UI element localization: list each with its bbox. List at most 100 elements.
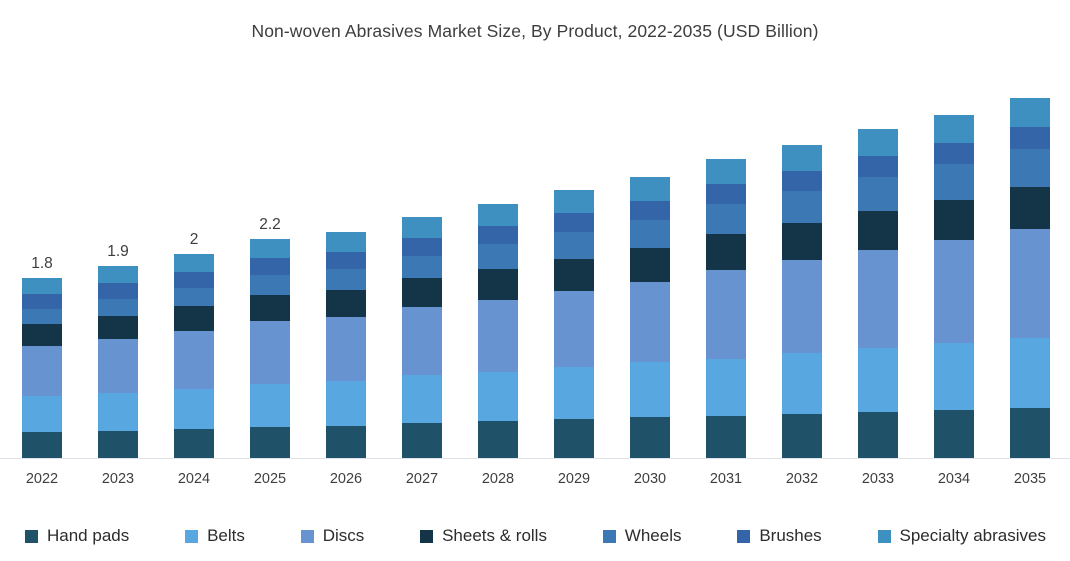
- bar-segment-2035-hand-pads[interactable]: [1010, 408, 1050, 458]
- bar-segment-2027-brushes[interactable]: [402, 238, 442, 256]
- bar-segment-2028-belts[interactable]: [478, 372, 518, 421]
- bar-segment-2028-wheels[interactable]: [478, 244, 518, 269]
- bar-segment-2031-brushes[interactable]: [706, 184, 746, 204]
- bar-segment-2024-wheels[interactable]: [174, 288, 214, 306]
- bar-segment-2023-specialty-abrasives[interactable]: [98, 266, 138, 283]
- bar-segment-2034-hand-pads[interactable]: [934, 410, 974, 458]
- bar-segment-2022-sheets-rolls[interactable]: [22, 324, 62, 346]
- bar-segment-2034-belts[interactable]: [934, 343, 974, 410]
- bar-segment-2025-belts[interactable]: [250, 384, 290, 427]
- bar-segment-2026-hand-pads[interactable]: [326, 426, 366, 458]
- bar-segment-2029-wheels[interactable]: [554, 232, 594, 259]
- legend-item-hand-pads[interactable]: Hand pads: [25, 526, 129, 546]
- legend-item-discs[interactable]: Discs: [300, 526, 364, 546]
- bar-segment-2035-specialty-abrasives[interactable]: [1010, 98, 1050, 127]
- bar-segment-2026-sheets-rolls[interactable]: [326, 290, 366, 317]
- bar-2024[interactable]: 2: [174, 231, 214, 458]
- bar-segment-2032-sheets-rolls[interactable]: [782, 223, 822, 260]
- bar-segment-2029-brushes[interactable]: [554, 213, 594, 232]
- bar-segment-2027-wheels[interactable]: [402, 256, 442, 278]
- bar-segment-2023-belts[interactable]: [98, 393, 138, 431]
- bar-segment-2031-specialty-abrasives[interactable]: [706, 159, 746, 184]
- bar-segment-2031-sheets-rolls[interactable]: [706, 234, 746, 270]
- bar-2035[interactable]: [1010, 98, 1050, 458]
- bar-segment-2022-belts[interactable]: [22, 396, 62, 432]
- bar-segment-2028-discs[interactable]: [478, 300, 518, 372]
- bar-segment-2034-discs[interactable]: [934, 240, 974, 343]
- bar-segment-2031-belts[interactable]: [706, 359, 746, 416]
- bar-2034[interactable]: [934, 115, 974, 458]
- bar-segment-2034-sheets-rolls[interactable]: [934, 200, 974, 240]
- bar-segment-2025-wheels[interactable]: [250, 275, 290, 295]
- bar-segment-2032-wheels[interactable]: [782, 191, 822, 223]
- bar-segment-2026-specialty-abrasives[interactable]: [326, 232, 366, 252]
- bar-segment-2029-sheets-rolls[interactable]: [554, 259, 594, 291]
- bar-2025[interactable]: 2.2: [250, 216, 290, 458]
- bar-segment-2030-wheels[interactable]: [630, 220, 670, 248]
- bar-2026[interactable]: [326, 232, 366, 458]
- bar-segment-2022-brushes[interactable]: [22, 294, 62, 309]
- bar-segment-2035-sheets-rolls[interactable]: [1010, 187, 1050, 229]
- bar-segment-2030-specialty-abrasives[interactable]: [630, 177, 670, 201]
- bar-segment-2035-wheels[interactable]: [1010, 149, 1050, 187]
- bar-segment-2026-belts[interactable]: [326, 381, 366, 426]
- bar-segment-2023-hand-pads[interactable]: [98, 431, 138, 458]
- bar-segment-2025-discs[interactable]: [250, 321, 290, 384]
- bar-2023[interactable]: 1.9: [98, 243, 138, 458]
- bar-segment-2023-brushes[interactable]: [98, 283, 138, 299]
- bar-segment-2029-discs[interactable]: [554, 291, 594, 367]
- bar-segment-2024-brushes[interactable]: [174, 272, 214, 288]
- bar-segment-2027-belts[interactable]: [402, 375, 442, 423]
- bar-segment-2033-sheets-rolls[interactable]: [858, 211, 898, 250]
- bar-segment-2025-brushes[interactable]: [250, 258, 290, 275]
- bar-2030[interactable]: [630, 177, 670, 458]
- bar-segment-2024-sheets-rolls[interactable]: [174, 306, 214, 331]
- bar-segment-2030-discs[interactable]: [630, 282, 670, 362]
- bar-segment-2023-discs[interactable]: [98, 339, 138, 393]
- bar-segment-2034-brushes[interactable]: [934, 143, 974, 164]
- bar-segment-2028-sheets-rolls[interactable]: [478, 269, 518, 300]
- legend-item-sheets-rolls[interactable]: Sheets & rolls: [420, 526, 547, 546]
- bar-segment-2028-brushes[interactable]: [478, 226, 518, 244]
- bar-segment-2033-specialty-abrasives[interactable]: [858, 129, 898, 156]
- legend-item-wheels[interactable]: Wheels: [602, 526, 681, 546]
- bar-2027[interactable]: [402, 217, 442, 458]
- bar-segment-2030-belts[interactable]: [630, 362, 670, 417]
- legend-item-belts[interactable]: Belts: [185, 526, 245, 546]
- legend-item-specialty-abrasives[interactable]: Specialty abrasives: [877, 526, 1046, 546]
- bar-segment-2025-hand-pads[interactable]: [250, 427, 290, 458]
- bar-segment-2031-wheels[interactable]: [706, 204, 746, 234]
- bar-2029[interactable]: [554, 190, 594, 458]
- bar-segment-2024-belts[interactable]: [174, 389, 214, 429]
- bar-segment-2027-specialty-abrasives[interactable]: [402, 217, 442, 238]
- bar-segment-2028-specialty-abrasives[interactable]: [478, 204, 518, 226]
- bar-segment-2023-sheets-rolls[interactable]: [98, 316, 138, 339]
- bar-segment-2023-wheels[interactable]: [98, 299, 138, 316]
- bar-segment-2032-discs[interactable]: [782, 260, 822, 353]
- bar-segment-2033-hand-pads[interactable]: [858, 412, 898, 458]
- bar-segment-2022-wheels[interactable]: [22, 309, 62, 324]
- bar-2031[interactable]: [706, 159, 746, 458]
- bar-segment-2032-belts[interactable]: [782, 353, 822, 414]
- bar-segment-2032-brushes[interactable]: [782, 171, 822, 191]
- bar-segment-2035-belts[interactable]: [1010, 338, 1050, 408]
- bar-segment-2032-hand-pads[interactable]: [782, 414, 822, 458]
- bar-segment-2026-brushes[interactable]: [326, 252, 366, 269]
- bar-2033[interactable]: [858, 129, 898, 458]
- legend-item-brushes[interactable]: Brushes: [737, 526, 822, 546]
- bar-segment-2022-discs[interactable]: [22, 346, 62, 396]
- bar-segment-2032-specialty-abrasives[interactable]: [782, 145, 822, 171]
- bar-segment-2030-brushes[interactable]: [630, 201, 670, 220]
- bar-segment-2029-specialty-abrasives[interactable]: [554, 190, 594, 213]
- bar-segment-2026-wheels[interactable]: [326, 269, 366, 290]
- bar-segment-2035-discs[interactable]: [1010, 229, 1050, 338]
- bar-segment-2033-discs[interactable]: [858, 250, 898, 348]
- bar-segment-2030-sheets-rolls[interactable]: [630, 248, 670, 282]
- bar-segment-2029-belts[interactable]: [554, 367, 594, 419]
- bar-segment-2031-hand-pads[interactable]: [706, 416, 746, 458]
- bar-segment-2035-brushes[interactable]: [1010, 127, 1050, 149]
- bar-segment-2029-hand-pads[interactable]: [554, 419, 594, 458]
- bar-segment-2034-specialty-abrasives[interactable]: [934, 115, 974, 143]
- bar-segment-2031-discs[interactable]: [706, 270, 746, 359]
- bar-segment-2022-hand-pads[interactable]: [22, 432, 62, 458]
